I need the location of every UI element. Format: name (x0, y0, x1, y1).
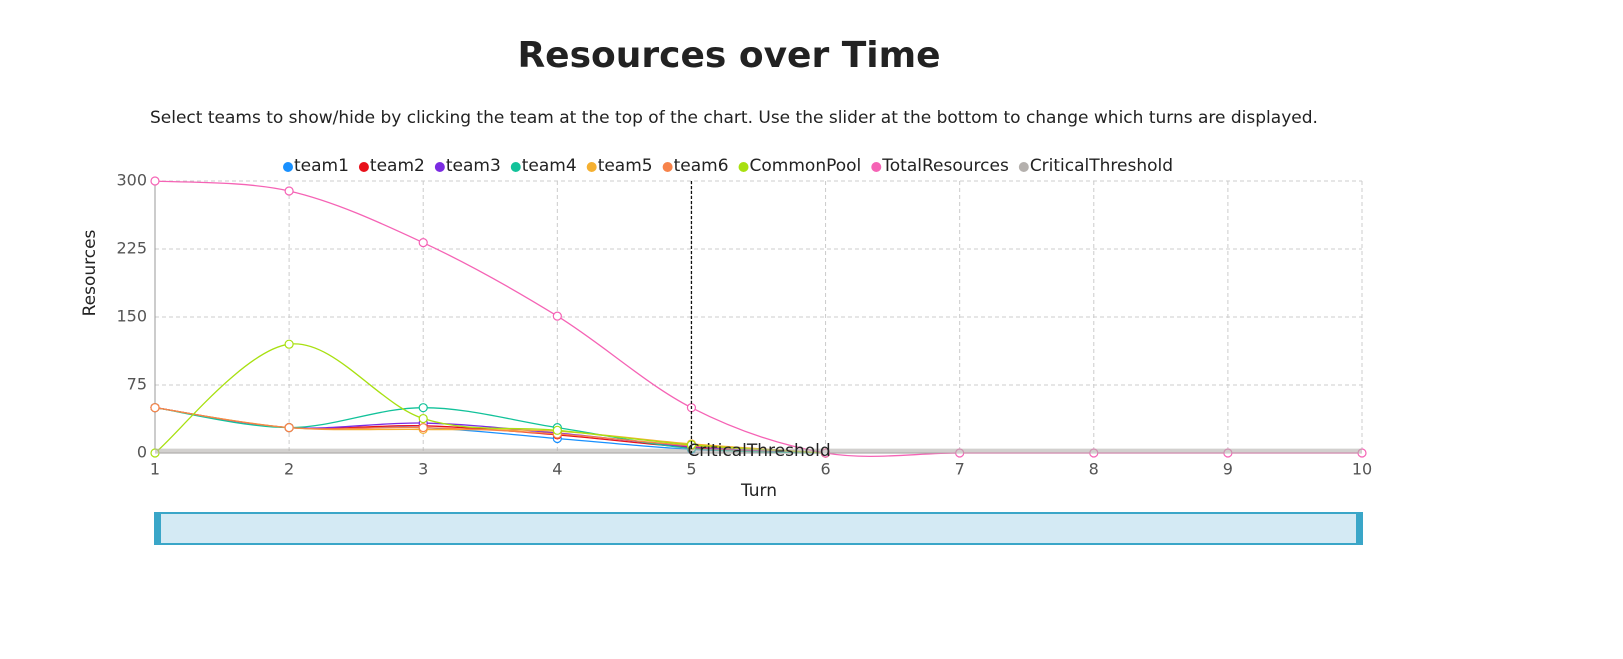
legend-item[interactable]: team2 (358, 156, 425, 176)
data-point (284, 186, 294, 196)
data-point (284, 339, 294, 349)
x-tick-label: 7 (955, 460, 965, 479)
legend-label[interactable]: CriticalThreshold (1030, 156, 1173, 176)
x-tick-label: 6 (820, 460, 830, 479)
slider-handle[interactable] (1356, 513, 1363, 544)
y-axis-label: Resources (80, 229, 100, 316)
data-point (284, 423, 294, 433)
legend-swatch[interactable] (738, 162, 749, 172)
data-point (418, 413, 428, 424)
legend-item[interactable]: team5 (586, 156, 653, 176)
legend: team1 team2 team3 team4 team5 team6 CommonPool… (283, 156, 1173, 176)
legend-item[interactable]: team1 (283, 156, 349, 176)
data-point (552, 311, 562, 321)
legend-label[interactable]: team6 (674, 156, 729, 176)
slider-track[interactable] (154, 512, 1363, 545)
legend-swatch[interactable] (662, 162, 673, 172)
legend-label[interactable]: CommonPool (750, 156, 862, 176)
legend-item[interactable]: CriticalThreshold (1018, 156, 1173, 176)
x-tick-label: 3 (418, 460, 428, 479)
legend-swatch[interactable] (510, 162, 521, 172)
legend-item[interactable]: CommonPool (738, 156, 862, 176)
data-point (150, 403, 160, 413)
legend-swatch[interactable] (358, 162, 369, 172)
y-tick-label: 0 (137, 443, 147, 462)
data-point (552, 425, 562, 435)
slider[interactable] (154, 512, 1363, 545)
subtitle: Select teams to show/hide by clicking th… (150, 108, 1318, 128)
x-tick-label: 9 (1223, 460, 1233, 479)
x-axis-label: Turn (740, 481, 777, 501)
legend-swatch[interactable] (871, 162, 882, 172)
series-line (154, 180, 1362, 458)
legend-item[interactable]: TotalResources (871, 156, 1009, 176)
y-tick-label: 150 (116, 307, 147, 326)
y-tick-label: 300 (116, 171, 147, 190)
legend-label[interactable]: team2 (370, 156, 425, 176)
legend-label[interactable]: team1 (294, 156, 349, 176)
legend-item[interactable]: team6 (662, 156, 729, 176)
legend-item[interactable]: team4 (510, 156, 577, 176)
legend-label[interactable]: team4 (522, 156, 577, 176)
data-point (418, 238, 428, 248)
x-tick-label: 2 (284, 460, 294, 479)
data-point (150, 176, 160, 186)
data-point (418, 423, 428, 433)
x-tick-label: 8 (1089, 460, 1099, 479)
y-tick-label: 225 (116, 239, 147, 258)
series-line (154, 343, 826, 454)
legend-label[interactable]: team5 (598, 156, 653, 176)
legend-swatch[interactable] (586, 162, 597, 172)
slider-handle[interactable] (154, 513, 161, 544)
series-line (154, 407, 826, 454)
chart-title: Resources over Time (517, 35, 940, 76)
x-tick-label: 10 (1352, 460, 1372, 479)
legend-label[interactable]: team3 (446, 156, 501, 176)
reference-label: CriticalThreshold (687, 441, 830, 461)
x-tick-label: 1 (150, 460, 160, 479)
legend-swatch[interactable] (434, 162, 445, 172)
legend-label[interactable]: TotalResources (881, 156, 1009, 176)
data-point (418, 403, 428, 413)
x-tick-label: 5 (686, 460, 696, 479)
y-tick-label: 75 (127, 375, 147, 394)
legend-swatch[interactable] (283, 162, 293, 172)
legend-item[interactable]: team3 (434, 156, 501, 176)
x-tick-label: 4 (552, 460, 562, 479)
legend-swatch[interactable] (1018, 162, 1029, 172)
